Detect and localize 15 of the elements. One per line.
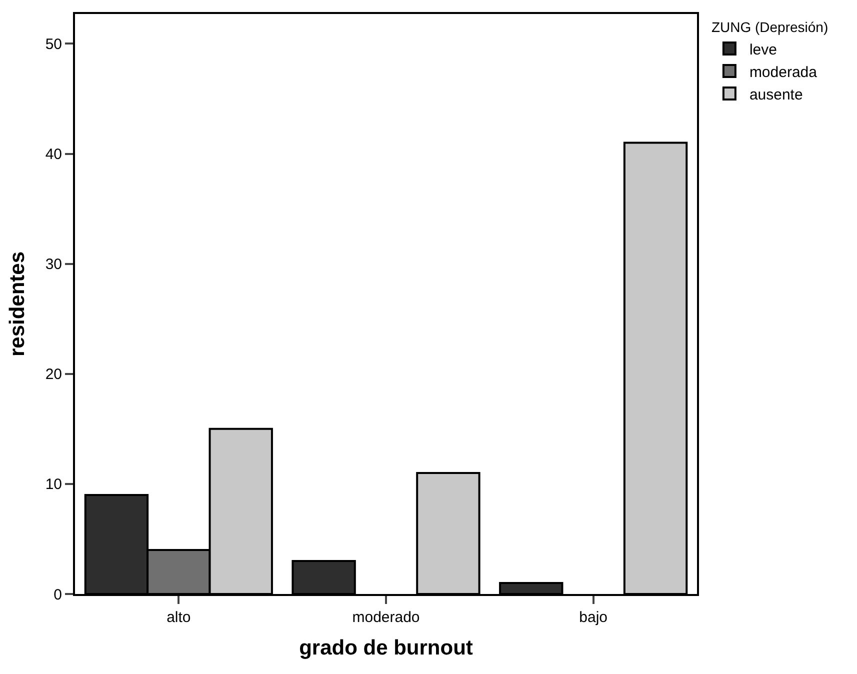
y-tick-label: 30 bbox=[45, 256, 62, 274]
legend-label: ausente bbox=[749, 86, 803, 104]
x-tick-label: alto bbox=[166, 609, 191, 626]
y-tick-label: 40 bbox=[45, 146, 62, 164]
legend-title: ZUNG (Depresión) bbox=[711, 19, 828, 36]
y-tick-label: 20 bbox=[45, 366, 62, 384]
legend-label: leve bbox=[749, 41, 777, 58]
y-tick-label: 10 bbox=[45, 476, 62, 494]
y-axis-title: residentes bbox=[6, 251, 29, 357]
x-tick-label: moderado bbox=[352, 609, 420, 626]
y-tick-label: 50 bbox=[45, 36, 62, 53]
legend-label: moderada bbox=[749, 64, 818, 81]
y-tick-label: 0 bbox=[54, 586, 62, 604]
x-tick-label: bajo bbox=[579, 609, 608, 626]
x-axis-title: grado de burnout bbox=[299, 636, 473, 660]
